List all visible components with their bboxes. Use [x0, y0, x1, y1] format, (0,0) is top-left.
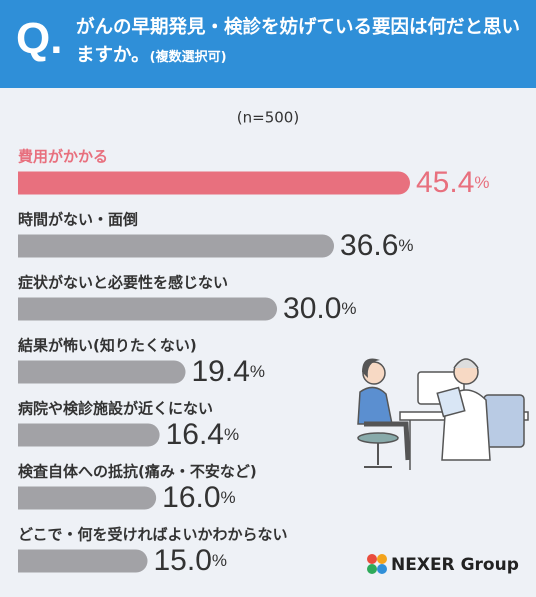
header: Q. がんの早期発見・検診を妨げている要因は何だと思いますか。(複数選択可): [0, 0, 536, 88]
title-note: (複数選択可): [149, 50, 227, 65]
illustration: [357, 358, 529, 470]
logo-text: NEXER Group: [391, 555, 519, 575]
bar: [18, 234, 335, 258]
bar: [18, 549, 148, 573]
bar: [18, 486, 157, 510]
value-label: 15.0%: [154, 544, 228, 577]
subtitle: (n=500): [237, 109, 299, 127]
value-label: 16.4%: [166, 418, 240, 451]
category-label: 病院や検診施設が近くにない: [18, 400, 213, 418]
title: がんの早期発見・検診を妨げている要因は何だと思いますか。(複数選択可): [76, 14, 526, 72]
category-label: どこで・何を受ければよいかわからない: [18, 526, 288, 544]
value-label: 45.4%: [416, 166, 490, 199]
value-label: 30.0%: [283, 292, 357, 325]
category-label: 検査自体への抵抗(痛み・不安など): [18, 463, 257, 481]
question-label: Q.: [16, 14, 63, 63]
bar: [18, 297, 278, 321]
category-label: 費用がかかる: [18, 148, 108, 166]
bar: [18, 423, 160, 447]
title-text: がんの早期発見・検診を妨げている要因は何だと思いますか。: [76, 17, 521, 66]
value-label: 16.0%: [162, 481, 236, 514]
category-label: 結果が怖い(知りたくない): [18, 337, 197, 355]
category-label: 症状がないと必要性を感じない: [18, 274, 228, 292]
bar: [18, 171, 411, 195]
bar: [18, 360, 186, 384]
logo: NEXER Group: [367, 554, 519, 575]
category-label: 時間がない・面倒: [18, 211, 138, 229]
value-label: 19.4%: [192, 355, 266, 388]
value-label: 36.6%: [340, 229, 414, 262]
